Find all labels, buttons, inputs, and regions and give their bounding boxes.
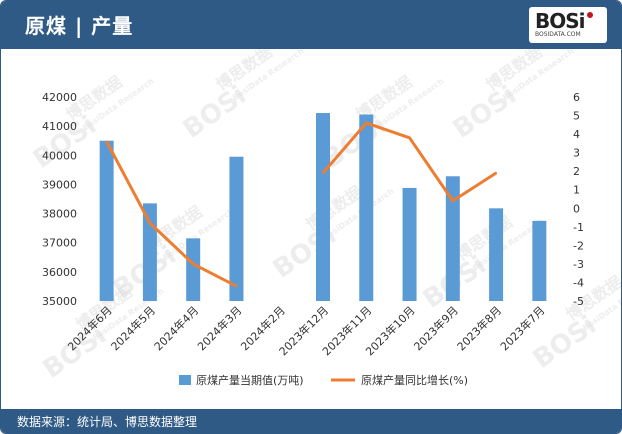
left-y-axis: 35000 36000 37000 38000 39000 40000 41000 42000 [42,91,77,308]
bar [142,203,157,301]
logo-text: BOSi [535,9,586,33]
legend: 原煤产量当期值(万吨) 原煤产量同比增长(%) [179,373,468,387]
line-point [105,140,108,143]
bar [532,220,547,301]
x-tick-label: 2024年3月 [194,303,244,353]
bar [186,238,201,301]
page-title: 原煤 | 产量 [25,14,134,38]
right-tick-label: 5 [573,110,580,123]
right-tick-label: -1 [573,221,584,234]
right-y-axis: -5 -4 -3 -2 -1 0 1 2 3 4 5 6 [573,91,584,308]
right-tick-label: -5 [573,295,584,308]
x-tick-label: 2023年8月 [454,303,504,353]
header-bar: 原煤 | 产量 BOSi BOSIDATA.COM [1,1,621,49]
legend-line-label: 原煤产量同比增长(%) [361,373,468,387]
line-point [451,199,454,202]
bar [402,187,417,301]
right-tick-label: -4 [573,276,584,289]
left-tick-label: 37000 [42,237,77,250]
right-tick-label: 3 [573,147,580,160]
line-point [192,262,195,265]
bar [316,113,330,302]
right-tick-label: 2 [573,165,580,178]
series-line [105,140,238,288]
line-point [365,121,368,124]
bar [229,156,244,301]
bar [445,176,460,301]
line-point [235,285,238,288]
left-tick-label: 39000 [42,178,77,191]
right-tick-label: 1 [573,184,580,197]
footer-bar: 数据来源：统计局、博思数据整理 [1,409,621,433]
right-tick-label: 0 [573,202,580,215]
right-tick-label: 4 [573,128,580,141]
left-tick-label: 40000 [42,149,77,162]
x-tick-label: 2024年4月 [151,303,201,353]
brand-logo: BOSi BOSIDATA.COM [529,7,607,43]
right-tick-label: 6 [573,91,580,104]
left-tick-label: 38000 [42,208,77,221]
logo-dot-icon [587,12,593,18]
line-point [322,172,324,175]
legend-bar-label: 原煤产量当期值(万吨) [196,373,304,387]
line-series [105,121,498,288]
line-point [408,136,411,139]
logo-subtext: BOSIDATA.COM [535,31,581,38]
left-tick-label: 36000 [42,266,77,279]
right-tick-label: -3 [573,258,584,271]
line-point [495,172,498,175]
bar [489,208,504,301]
left-tick-label: 41000 [42,120,77,133]
right-tick-label: -2 [573,239,584,252]
left-tick-label: 35000 [42,295,77,308]
bar [359,114,374,301]
line-point [148,222,151,225]
data-source: 数据来源：统计局、博思数据整理 [17,415,198,429]
legend-bar-swatch [179,375,191,385]
bar [99,140,114,301]
left-tick-label: 42000 [42,91,77,104]
